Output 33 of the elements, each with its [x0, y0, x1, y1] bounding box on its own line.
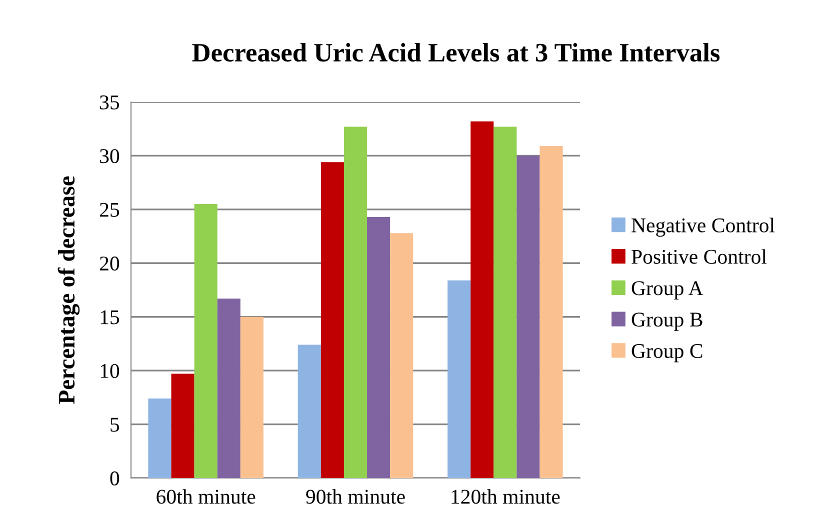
bar [171, 374, 194, 478]
y-tick-label: 10 [100, 364, 120, 378]
x-tick-label: 120th minute [452, 489, 560, 504]
y-tick-label: 25 [100, 202, 120, 217]
y-tick-label: 0 [110, 471, 120, 486]
y-tick-label: 30 [100, 149, 120, 164]
legend-label: Negative Control [632, 218, 775, 237]
legend-label: Group B [632, 312, 702, 331]
bar [298, 344, 321, 478]
bar [344, 126, 368, 478]
y-tick-label: 35 [100, 95, 120, 110]
legend-label: Group A [632, 281, 704, 300]
bar [390, 233, 414, 478]
chart-title: Decreased Uric Acid Levels at 3 Time Intervals [192, 43, 720, 62]
y-tick-label: 20 [100, 256, 120, 271]
bar [320, 162, 344, 478]
legend-label: Positive Control [632, 249, 767, 264]
bar [540, 146, 563, 478]
bar [470, 121, 494, 478]
x-tick-label: 60th minute [156, 489, 256, 504]
bar [194, 204, 218, 478]
x-tick-label: 90th minute [306, 489, 405, 504]
bar [217, 298, 240, 478]
bar [240, 316, 264, 478]
bar [494, 126, 517, 478]
bar [448, 280, 471, 478]
y-tick-label: 15 [100, 310, 120, 324]
bar [516, 156, 540, 478]
legend-label: Group C [632, 344, 702, 362]
y-axis-title: Percentage of decrease [58, 176, 80, 404]
y-tick-label: 5 [110, 418, 120, 432]
bar [148, 398, 172, 478]
bar [367, 216, 390, 478]
